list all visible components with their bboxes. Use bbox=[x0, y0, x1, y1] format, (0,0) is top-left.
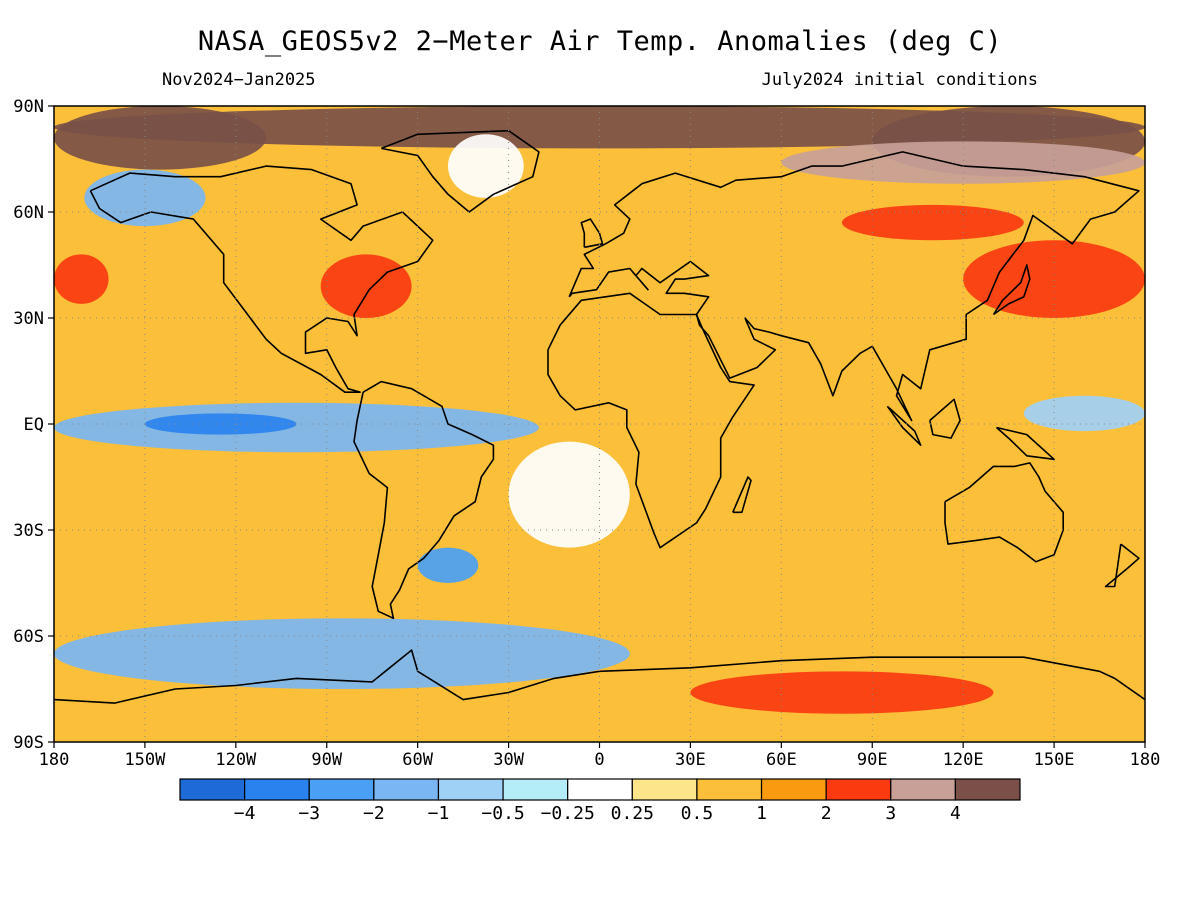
colorbar-label: −0.5 bbox=[481, 803, 524, 824]
colorbar-swatch bbox=[954, 778, 1021, 801]
colorbar-label: −1 bbox=[428, 803, 450, 824]
coastline-africa bbox=[547, 292, 755, 549]
colorbar-label: 4 bbox=[950, 803, 961, 824]
y-tick-label: 60N bbox=[13, 203, 44, 223]
anomaly-region-atlantic-neutral bbox=[508, 441, 630, 548]
colorbar-swatch bbox=[631, 778, 698, 801]
x-tick-label: 120W bbox=[215, 750, 257, 770]
y-tick-label: 90N bbox=[13, 97, 44, 117]
y-tick-label: 30N bbox=[13, 309, 44, 329]
anomaly-region-arctic-west-strong bbox=[54, 106, 267, 170]
coastline-madagascar bbox=[732, 476, 752, 514]
axis-layer: 180 150W 120W 90W 60W 30W 0 30E 60E 90E 120E 150E 18… bbox=[13, 97, 1160, 770]
coastline-eurasia-africa bbox=[568, 151, 1140, 422]
map-layer bbox=[54, 106, 1145, 742]
colorbar-swatch bbox=[244, 778, 310, 801]
y-tick-label: 30S bbox=[13, 521, 44, 541]
x-tick-label: 90W bbox=[311, 750, 342, 770]
x-tick-label: 150W bbox=[124, 750, 166, 770]
anomaly-region-eastern-us-hot bbox=[320, 254, 412, 318]
y-tick-label: 60S bbox=[13, 627, 44, 647]
colorbar-swatch bbox=[760, 778, 827, 801]
x-tick-label: 0 bbox=[594, 750, 604, 770]
colorbar-label: 0.5 bbox=[681, 803, 714, 824]
anomaly-region-north-pacific-west-hot bbox=[54, 254, 109, 304]
coastline-borneo bbox=[929, 398, 961, 439]
colorbar-swatch bbox=[179, 778, 246, 801]
colorbar-swatch bbox=[373, 778, 440, 801]
initial-conditions: July2024 initial conditions bbox=[761, 70, 1038, 90]
anomaly-region-greenland-neutral bbox=[447, 134, 524, 198]
colorbar-swatch bbox=[437, 778, 504, 801]
coastline-great-britain bbox=[580, 218, 604, 249]
colorbar-swatch bbox=[308, 778, 375, 801]
coastline-new-guinea bbox=[995, 426, 1055, 461]
colorbar-label: −4 bbox=[234, 803, 256, 824]
x-tick-label: 60W bbox=[402, 750, 433, 770]
coastline-new-zealand bbox=[1104, 543, 1140, 588]
anomaly-region-antarctica-hot bbox=[690, 671, 994, 714]
colorbar-swatch bbox=[890, 778, 956, 801]
coastline-japan bbox=[992, 264, 1031, 316]
anomaly-region-southern-ocean-cool bbox=[54, 618, 630, 690]
anomaly-region-pacific-cool-band bbox=[54, 402, 539, 453]
colorbar-label: 0.25 bbox=[611, 803, 654, 824]
anomaly-region-pacific-cool-core bbox=[144, 413, 297, 435]
x-tick-label: 90E bbox=[857, 750, 888, 770]
coastline-sumatra bbox=[886, 405, 922, 446]
x-tick-label: 180 bbox=[39, 750, 70, 770]
colorbar-label: 3 bbox=[885, 803, 896, 824]
colorbar-swatch bbox=[502, 778, 569, 801]
y-tick-label: 90S bbox=[13, 733, 44, 753]
y-tick-label: EQ bbox=[24, 415, 44, 435]
anomaly-region-japan-hot bbox=[963, 240, 1145, 318]
x-tick-label: 180 bbox=[1130, 750, 1161, 770]
x-tick-label: 150E bbox=[1034, 750, 1075, 770]
forecast-period: Nov2024−Jan2025 bbox=[162, 70, 316, 90]
coastline-australia bbox=[944, 462, 1064, 563]
x-tick-label: 30E bbox=[675, 750, 706, 770]
coastline-south-america bbox=[353, 380, 495, 620]
anomaly-region-siberia-warm bbox=[781, 141, 1145, 184]
anomaly-region-north-asia-hot bbox=[841, 204, 1024, 241]
chart-title: NASA_GEOS5v2 2−Meter Air Temp. Anomalies… bbox=[197, 26, 1003, 57]
x-tick-label: 60E bbox=[766, 750, 797, 770]
colorbar-swatch bbox=[567, 778, 633, 801]
anomaly-region-south-atlantic-cool bbox=[417, 547, 479, 583]
anomaly-region-west-pacific-cool bbox=[1023, 395, 1145, 432]
coastline-north-america bbox=[89, 165, 434, 393]
colorbar: −4 −3 −2 −1 −0.5 −0.25 0.25 0.5 1 2 3 4 bbox=[179, 778, 1021, 824]
colorbar-label: 1 bbox=[756, 803, 767, 824]
anomaly-region-arctic-warm-cap bbox=[54, 106, 1145, 149]
colorbar-label: −0.25 bbox=[541, 803, 595, 824]
colorbar-label: −3 bbox=[298, 803, 320, 824]
colorbar-label: −2 bbox=[363, 803, 385, 824]
colorbar-swatch bbox=[696, 778, 763, 801]
colorbar-label: 2 bbox=[821, 803, 832, 824]
coastline-antarctica bbox=[54, 649, 1145, 704]
colorbar-swatch bbox=[825, 778, 892, 801]
x-tick-label: 120E bbox=[943, 750, 984, 770]
x-tick-label: 30W bbox=[493, 750, 524, 770]
coastline-greenland bbox=[381, 129, 540, 213]
